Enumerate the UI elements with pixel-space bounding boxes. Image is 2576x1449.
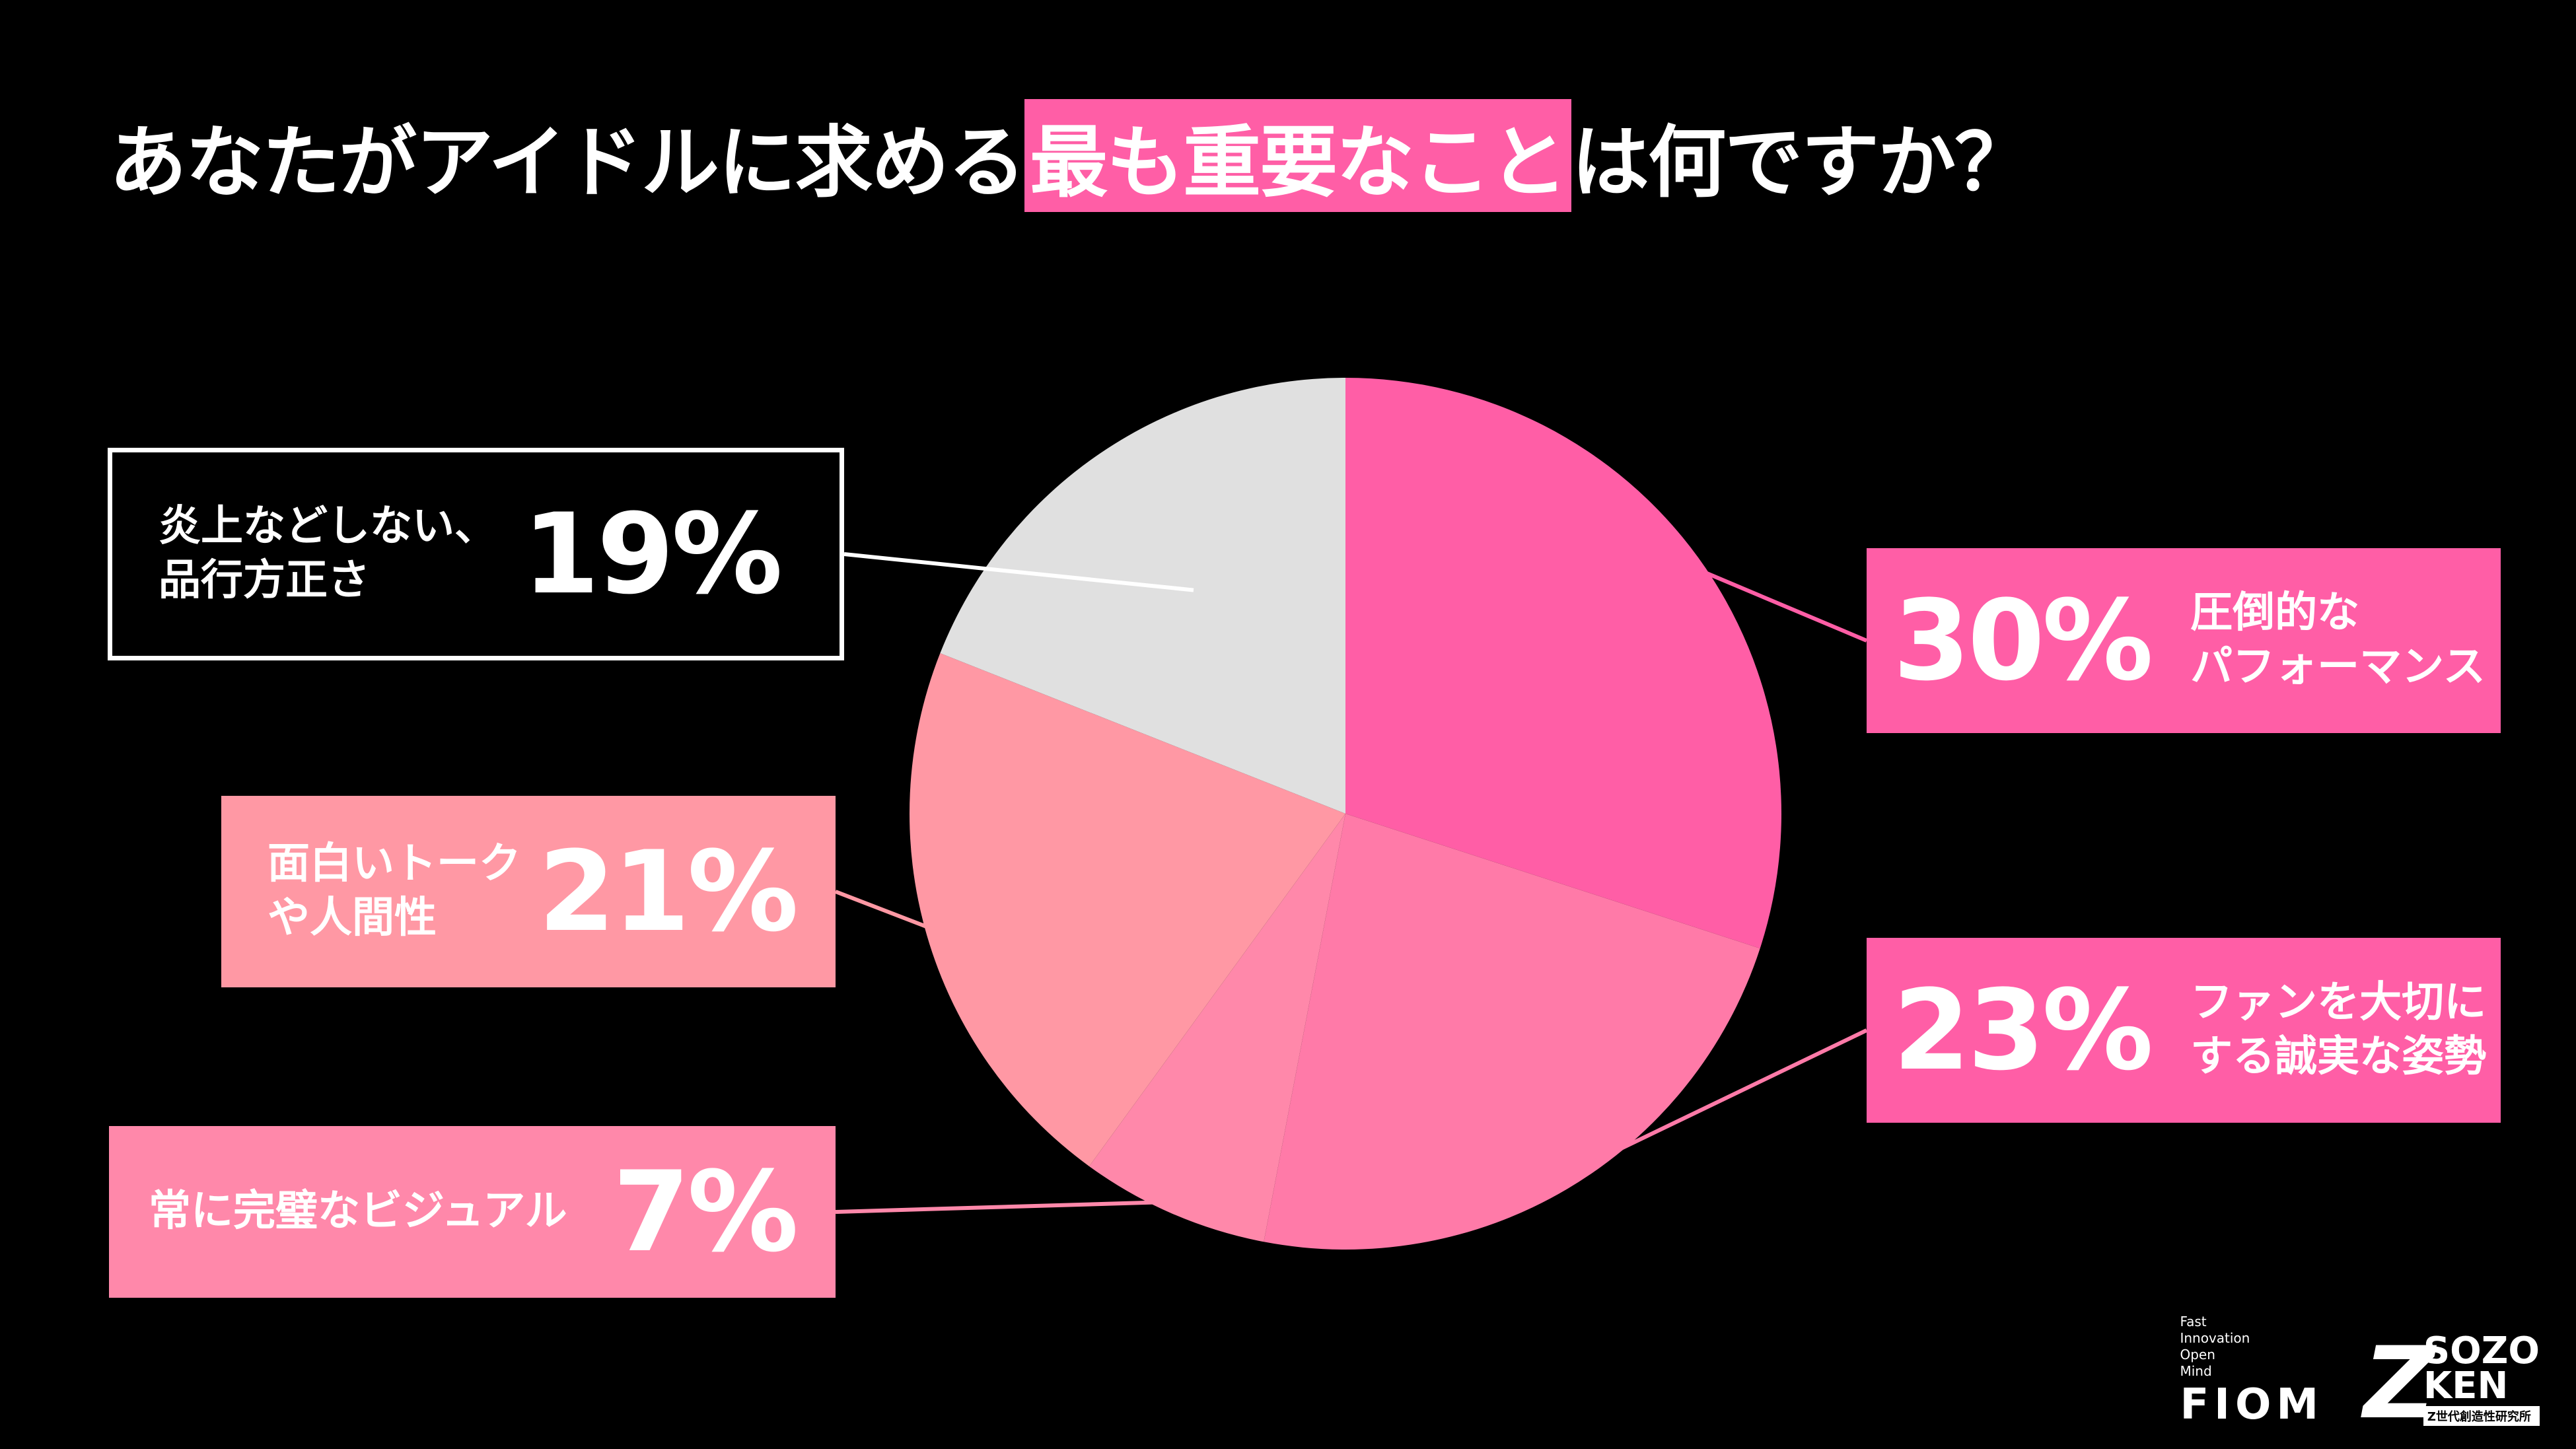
slice-label-line: 面白いトーク <box>268 839 521 889</box>
sozoken-logo: Z SOZO KEN Z世代創造性研究所 <box>2363 1325 2540 1441</box>
leader-line <box>1686 563 1868 643</box>
slice-value-visual: 7% <box>612 1147 799 1277</box>
leader-line <box>834 890 941 934</box>
slice-label-line: 炎上などしない、 <box>159 502 497 551</box>
leader-line <box>835 1199 1178 1214</box>
fiom-logo: Fast Innovation Open Mind FIOM <box>2180 1314 2324 1426</box>
slice-label-talk-humanity: 面白いトーク や人間性 <box>268 837 521 946</box>
slice-value-talk-humanity: 21% <box>538 827 799 956</box>
title-highlight: 最も重要なこと <box>1024 98 1572 212</box>
sozoken-top: SOZO <box>2423 1329 2540 1372</box>
callout-fan-sincerity: 23% ファンを大切に する誠実な姿勢 <box>1867 938 2501 1123</box>
sozoken-bottom: KEN <box>2423 1364 2509 1407</box>
slice-label-line: パフォーマンス <box>2190 643 2486 691</box>
slice-value-fan-sincerity: 23% <box>1893 966 2153 1095</box>
title-before: あなたがアイドルに求める <box>109 116 1026 208</box>
fiom-tagline-line: Innovation <box>2180 1330 2250 1346</box>
slice-label-proper-conduct: 炎上などしない、 品行方正さ <box>159 500 497 608</box>
pie-slice <box>1345 378 1781 948</box>
slice-label-line: 圧倒的な <box>2190 588 2360 638</box>
callout-talk-humanity: 面白いトーク や人間性 21% <box>221 796 836 987</box>
fiom-tagline-line: Mind <box>2180 1363 2212 1379</box>
title-after: は何ですか？ <box>1571 116 2032 208</box>
pie-slice <box>940 377 1345 814</box>
leader-line <box>843 552 1194 592</box>
fiom-wordmark: FIOM <box>2180 1380 2324 1429</box>
slice-label-line: する誠実な姿勢 <box>2190 1032 2487 1081</box>
callout-visual: 常に完璧なビジュアル 7% <box>109 1126 836 1298</box>
slice-label-visual: 常に完璧なビジュアル <box>149 1187 567 1236</box>
callout-proper-conduct: 炎上などしない、 品行方正さ 19% <box>108 448 844 660</box>
slice-label-fan-sincerity: ファンを大切に する誠実な姿勢 <box>2190 976 2486 1084</box>
sozoken-z-mark: Z <box>2363 1325 2435 1441</box>
slice-label-line: 品行方正さ <box>159 556 370 605</box>
slice-label-line: や人間性 <box>268 894 437 942</box>
fiom-tagline-line: Fast <box>2180 1314 2207 1329</box>
slice-value-proper-conduct: 19% <box>522 489 783 619</box>
logos: Fast Innovation Open Mind FIOM Z SOZO KE… <box>2180 1314 2540 1441</box>
callout-performance: 30% 圧倒的な パフォーマンス <box>1867 548 2501 733</box>
sozoken-subtitle: Z世代創造性研究所 <box>2423 1406 2540 1426</box>
pie-slice <box>1264 814 1760 1250</box>
slice-value-performance: 30% <box>1893 576 2153 705</box>
chart-title: あなたがアイドルに求める 最も重要なこと は何ですか？ <box>109 98 2032 212</box>
slice-label-performance: 圧倒的な パフォーマンス <box>2190 586 2486 695</box>
slice-label-line: ファンを大切に <box>2190 978 2487 1028</box>
leader-line <box>1559 1028 1868 1180</box>
pie-slice <box>1089 814 1345 1242</box>
fiom-tagline-line: Open <box>2180 1347 2215 1362</box>
pie-slice <box>910 653 1345 1166</box>
